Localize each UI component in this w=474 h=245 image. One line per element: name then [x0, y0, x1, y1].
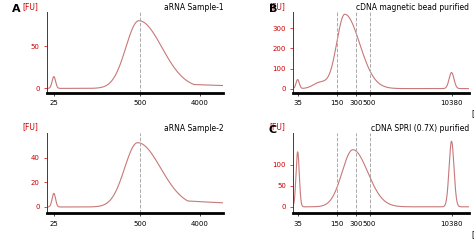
Text: B: B — [269, 4, 277, 14]
Text: A: A — [12, 4, 21, 14]
Text: [FU]: [FU] — [23, 122, 39, 131]
Text: [FU]: [FU] — [269, 122, 285, 131]
Text: aRNA Sample-2: aRNA Sample-2 — [164, 124, 223, 133]
Text: [bp]: [bp] — [471, 231, 474, 240]
Text: aRNA Sample-1: aRNA Sample-1 — [164, 3, 223, 12]
Text: [FU]: [FU] — [23, 2, 39, 11]
Text: cDNA SPRI (0.7X) purified: cDNA SPRI (0.7X) purified — [371, 124, 469, 133]
Text: [FU]: [FU] — [269, 2, 285, 11]
Text: cDNA magnetic bead purified: cDNA magnetic bead purified — [356, 3, 469, 12]
Text: C: C — [269, 125, 277, 135]
Text: [bp]: [bp] — [471, 110, 474, 119]
